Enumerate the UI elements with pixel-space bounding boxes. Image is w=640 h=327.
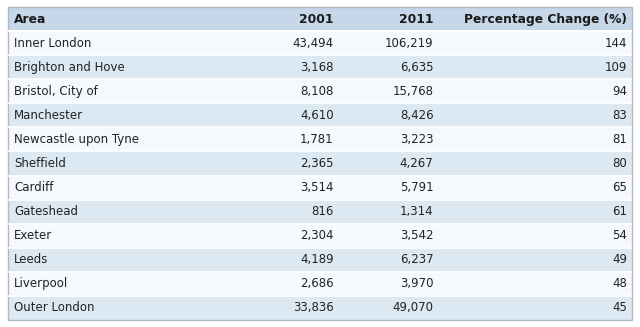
Bar <box>8 248 632 272</box>
Bar <box>8 55 632 79</box>
Text: 6,635: 6,635 <box>400 61 433 74</box>
Text: 4,267: 4,267 <box>400 157 433 170</box>
Text: 8,108: 8,108 <box>300 85 333 98</box>
Text: Liverpool: Liverpool <box>14 277 68 290</box>
Text: Inner London: Inner London <box>14 37 92 50</box>
Bar <box>8 7 632 31</box>
Bar <box>8 272 632 296</box>
Text: 83: 83 <box>612 109 627 122</box>
Text: 65: 65 <box>612 181 627 194</box>
Text: Cardiff: Cardiff <box>14 181 54 194</box>
Bar <box>8 176 632 199</box>
Text: Manchester: Manchester <box>14 109 83 122</box>
Text: 4,189: 4,189 <box>300 253 333 266</box>
Text: 3,514: 3,514 <box>300 181 333 194</box>
Text: 8,426: 8,426 <box>400 109 433 122</box>
Bar <box>8 79 632 103</box>
Bar <box>8 224 632 248</box>
Text: 1,314: 1,314 <box>400 205 433 218</box>
Text: 144: 144 <box>605 37 627 50</box>
Text: Bristol, City of: Bristol, City of <box>14 85 98 98</box>
Bar <box>8 31 632 55</box>
Text: 6,237: 6,237 <box>400 253 433 266</box>
Text: 81: 81 <box>612 133 627 146</box>
Text: 2011: 2011 <box>399 13 433 26</box>
Text: 4,610: 4,610 <box>300 109 333 122</box>
Text: 2,365: 2,365 <box>300 157 333 170</box>
Text: Newcastle upon Tyne: Newcastle upon Tyne <box>14 133 139 146</box>
Text: 2,304: 2,304 <box>300 229 333 242</box>
Text: 48: 48 <box>612 277 627 290</box>
Text: 2,686: 2,686 <box>300 277 333 290</box>
Text: 61: 61 <box>612 205 627 218</box>
Text: 49: 49 <box>612 253 627 266</box>
Text: Gateshead: Gateshead <box>14 205 78 218</box>
Text: 2001: 2001 <box>299 13 333 26</box>
Text: 109: 109 <box>605 61 627 74</box>
Text: Percentage Change (%): Percentage Change (%) <box>465 13 627 26</box>
Text: Area: Area <box>14 13 47 26</box>
Text: 5,791: 5,791 <box>400 181 433 194</box>
Text: 816: 816 <box>311 205 333 218</box>
Text: 3,168: 3,168 <box>300 61 333 74</box>
Text: 54: 54 <box>612 229 627 242</box>
Text: Sheffield: Sheffield <box>14 157 66 170</box>
Bar <box>8 128 632 151</box>
Text: 43,494: 43,494 <box>292 37 333 50</box>
Text: Brighton and Hove: Brighton and Hove <box>14 61 125 74</box>
Text: 45: 45 <box>612 301 627 314</box>
Bar <box>8 151 632 176</box>
Bar <box>8 103 632 128</box>
Bar <box>8 296 632 320</box>
Text: 15,768: 15,768 <box>392 85 433 98</box>
Text: 1,781: 1,781 <box>300 133 333 146</box>
Text: 106,219: 106,219 <box>385 37 433 50</box>
Text: 33,836: 33,836 <box>293 301 333 314</box>
Text: 3,223: 3,223 <box>400 133 433 146</box>
Text: Exeter: Exeter <box>14 229 52 242</box>
Text: 49,070: 49,070 <box>392 301 433 314</box>
Text: 80: 80 <box>612 157 627 170</box>
Text: Outer London: Outer London <box>14 301 95 314</box>
Text: Leeds: Leeds <box>14 253 49 266</box>
Bar <box>8 199 632 224</box>
Text: 3,542: 3,542 <box>400 229 433 242</box>
Text: 94: 94 <box>612 85 627 98</box>
Text: 3,970: 3,970 <box>400 277 433 290</box>
